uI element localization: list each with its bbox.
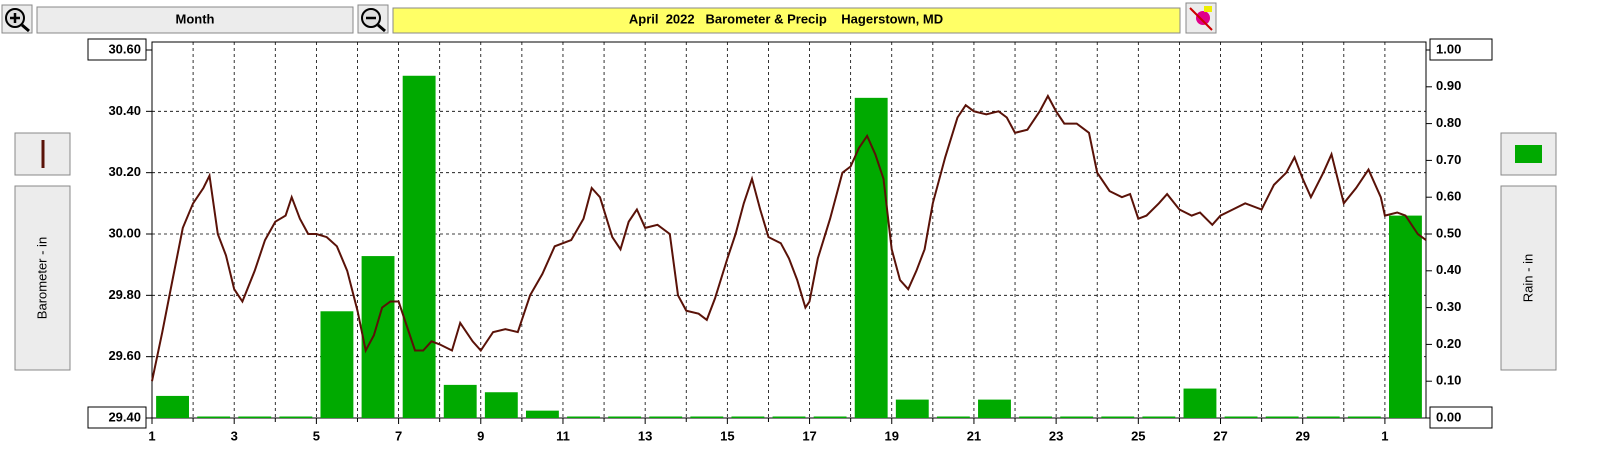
settings-button[interactable]: [1185, 2, 1217, 34]
y2-tick-label: 0.40: [1436, 262, 1461, 277]
tick-box: [1429, 406, 1493, 429]
y2-tick-label: 0.20: [1436, 336, 1461, 351]
chart-title: April 2022 Barometer & Precip Hagerstown…: [629, 11, 943, 26]
rain-bar: [1265, 416, 1299, 418]
y2-tick-label: 0.80: [1436, 115, 1461, 130]
x-tick-label: 17: [802, 428, 816, 443]
rain-bar: [690, 416, 724, 418]
y-tick-label: 30.60: [108, 41, 141, 56]
rain-bar: [320, 311, 354, 418]
y-tick-label: 29.40: [108, 409, 141, 424]
x-tick-label: 5: [313, 428, 320, 443]
period-label: Month: [176, 11, 215, 26]
rain-bar: [1347, 416, 1381, 418]
x-tick-label: 15: [720, 428, 734, 443]
tick-box: [87, 38, 147, 61]
rain-bar: [854, 97, 888, 418]
y-tick-label: 29.60: [108, 348, 141, 363]
x-tick-label: 25: [1131, 428, 1145, 443]
rain-bar: [1101, 416, 1135, 418]
y2-tick-label: 0.70: [1436, 152, 1461, 167]
y2-tick-label: 0.90: [1436, 78, 1461, 93]
x-tick-label: 11: [556, 428, 570, 443]
rain-legend-button[interactable]: [1500, 132, 1557, 176]
x-tick-label: 23: [1049, 428, 1063, 443]
rain-bar: [361, 256, 395, 418]
y2-tick-label: 0.50: [1436, 225, 1461, 240]
rain-bar: [608, 416, 642, 418]
rain-bar: [402, 75, 436, 418]
rain-bar: [649, 416, 683, 418]
x-tick-label: 9: [477, 428, 484, 443]
rain-bar: [1142, 416, 1176, 418]
barometer-line: [151, 93, 1427, 382]
x-tick-label: 27: [1213, 428, 1227, 443]
y2-axis-label: Rain - in: [1520, 254, 1535, 302]
legend-swatch: [1515, 145, 1542, 163]
rain-bar: [772, 416, 806, 418]
title-box: [392, 7, 1181, 34]
y-axis-label: Barometer - in: [34, 237, 49, 319]
x-tick-label: 13: [638, 428, 652, 443]
y2-tick-label: 0.10: [1436, 373, 1461, 388]
x-tick-label: 29: [1295, 428, 1309, 443]
rain-bar: [731, 416, 765, 418]
tick-box: [87, 406, 147, 429]
x-tick-label: 21: [967, 428, 981, 443]
rain-bar: [1306, 416, 1340, 418]
rain-bar: [197, 416, 231, 418]
period-button[interactable]: Month: [36, 6, 354, 34]
rain-bar: [1060, 416, 1094, 418]
rain-bar: [567, 416, 600, 418]
rain-axis-button[interactable]: Rain - in: [1500, 185, 1557, 371]
x-tick-label: 3: [231, 428, 238, 443]
y-tick-label: 30.00: [108, 225, 141, 240]
rain-bar: [813, 416, 847, 418]
barometer-axis-button[interactable]: Barometer - in: [14, 185, 71, 371]
rain-bar: [1183, 388, 1217, 418]
rain-bar: [238, 416, 272, 418]
rain-bar: [279, 416, 313, 418]
rain-bar: [978, 399, 1011, 418]
y2-tick-label: 0.30: [1436, 299, 1461, 314]
x-tick-label: 19: [885, 428, 899, 443]
zoom-out-button[interactable]: [357, 4, 389, 34]
y-tick-label: 29.80: [108, 287, 141, 302]
tick-box: [1429, 38, 1493, 61]
y-tick-label: 30.20: [108, 164, 141, 179]
zoom-in-button[interactable]: [1, 4, 33, 34]
rain-bar: [1389, 215, 1422, 418]
y-tick-label: 30.40: [108, 103, 141, 118]
rain-bar: [1224, 416, 1258, 418]
x-tick-label: 1: [1381, 428, 1388, 443]
y2-tick-label: 1.00: [1436, 41, 1461, 56]
x-tick-label: 1: [148, 428, 155, 443]
x-tick-label: 7: [395, 428, 402, 443]
rain-bar: [1019, 416, 1053, 418]
rain-bar: [484, 392, 518, 418]
y2-tick-label: 0.00: [1436, 409, 1461, 424]
rain-bar: [525, 410, 559, 418]
rain-bar: [443, 384, 477, 418]
y2-tick-label: 0.60: [1436, 189, 1461, 204]
rain-bar: [936, 416, 970, 418]
rain-bar: [895, 399, 929, 418]
barometer-legend-button[interactable]: [14, 132, 71, 176]
rain-bar: [156, 395, 189, 418]
